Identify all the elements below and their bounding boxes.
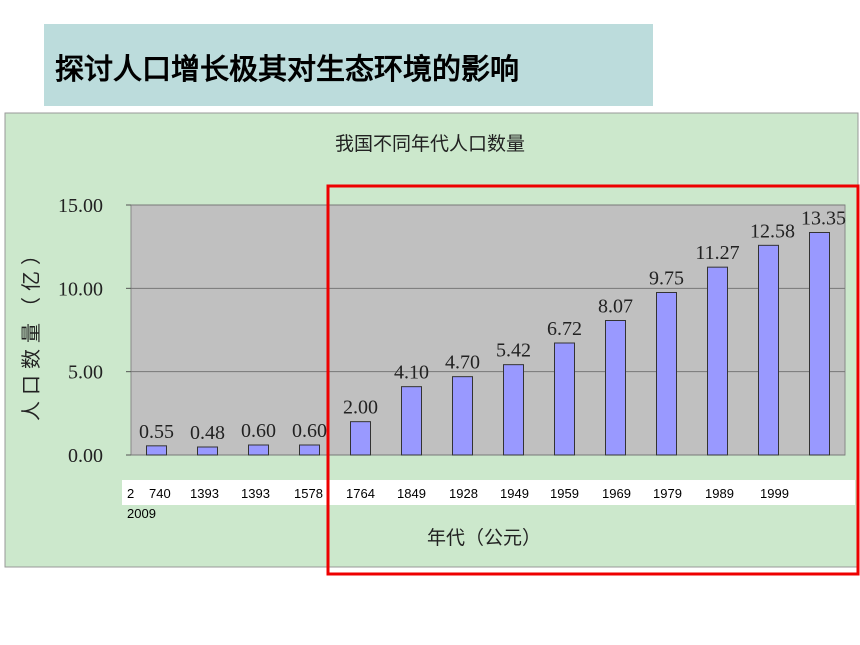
bar xyxy=(554,342,575,456)
y-tick-label: 10.00 xyxy=(58,278,103,300)
x-tick-label: 2009 xyxy=(127,506,156,521)
x-tick-label: 1969 xyxy=(602,486,631,501)
x-tick-label: 1979 xyxy=(653,486,682,501)
x-tick-label: 1393 xyxy=(190,486,219,501)
category-strip xyxy=(122,480,855,505)
value-label: 8.07 xyxy=(598,296,633,318)
highlight-box xyxy=(326,184,860,576)
x-tick-label: 1989 xyxy=(705,486,734,501)
value-label: 0.48 xyxy=(190,422,225,444)
slide-title: 探讨人口增长极其对生态环境的影响 xyxy=(55,52,519,86)
x-tick-label: 740 xyxy=(149,486,171,501)
x-axis-label: 年代（公元） xyxy=(427,527,541,549)
y-axis-label: 人口数量（亿） xyxy=(20,239,43,421)
title-box xyxy=(44,24,653,106)
x-tick-label: 1393 xyxy=(241,486,270,501)
value-label: 4.70 xyxy=(445,352,480,374)
value-label: 9.75 xyxy=(649,268,684,290)
chart-title: 我国不同年代人口数量 xyxy=(335,133,525,155)
value-label: 4.10 xyxy=(394,362,429,384)
bar xyxy=(146,445,167,456)
bar xyxy=(248,444,269,456)
value-label: 0.55 xyxy=(139,421,174,443)
x-tick-label: 1764 xyxy=(346,486,375,501)
value-label: 12.58 xyxy=(750,220,795,242)
bar xyxy=(758,244,779,456)
value-label: 13.35 xyxy=(801,208,846,230)
y-tick-label: 0.00 xyxy=(68,445,103,467)
bar xyxy=(605,320,626,456)
value-label: 0.60 xyxy=(241,420,276,442)
x-tick-label: 1928 xyxy=(449,486,478,501)
x-tick-label: 2 xyxy=(127,486,134,501)
x-tick-label: 1849 xyxy=(397,486,426,501)
bar xyxy=(401,386,422,456)
x-tick-label: 1949 xyxy=(500,486,529,501)
bar xyxy=(503,364,524,456)
value-label: 6.72 xyxy=(547,318,582,340)
bar xyxy=(350,421,371,456)
y-tick-label: 5.00 xyxy=(68,362,103,384)
x-tick-label: 1999 xyxy=(760,486,789,501)
value-label: 2.00 xyxy=(343,397,378,419)
x-tick-label: 1578 xyxy=(294,486,323,501)
y-tick-label: 15.00 xyxy=(58,195,103,217)
x-tick-label: 1959 xyxy=(550,486,579,501)
value-label: 0.60 xyxy=(292,420,327,442)
bar xyxy=(707,266,728,456)
bar xyxy=(197,446,218,456)
bar xyxy=(452,376,473,456)
bar xyxy=(656,292,677,456)
bar xyxy=(809,232,830,456)
value-label: 5.42 xyxy=(496,340,531,362)
bar xyxy=(299,444,320,456)
value-label: 11.27 xyxy=(695,242,739,264)
